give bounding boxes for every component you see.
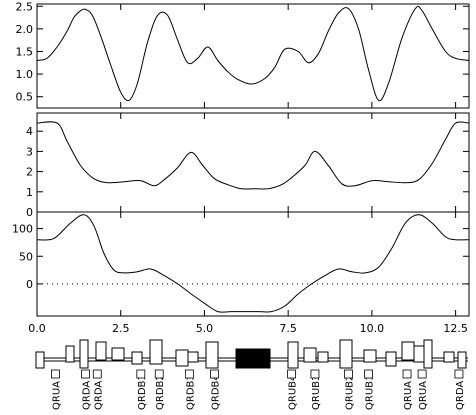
magnet-element (423, 339, 433, 369)
element-marker (92, 369, 102, 379)
element-marker (402, 369, 412, 379)
magnet-element (457, 351, 467, 369)
element-marker (154, 369, 164, 379)
lattice-element-label: QRUA (418, 381, 429, 410)
magnet-element (35, 351, 45, 369)
panel-frame (36, 211, 470, 317)
magnet-element (385, 351, 397, 367)
magnet-element (187, 351, 199, 363)
magnet-element (363, 349, 377, 363)
magnet-element (339, 339, 353, 369)
magnet-element (131, 351, 143, 365)
element-marker (454, 369, 464, 379)
magnet-element (401, 341, 415, 361)
y-tick-label: 4 (26, 125, 33, 138)
element-marker (184, 369, 194, 379)
x-tick-label: 5.0 (196, 322, 214, 335)
lattice-element-label: QRUB3 (311, 375, 322, 410)
lattice-element-label: QRDB1 (137, 374, 148, 410)
lattice-element-label: QRUA (403, 381, 414, 410)
y-tick-label: 2.0 (16, 23, 34, 36)
magnet-element (303, 347, 317, 363)
y-tick-label: 100 (12, 223, 33, 236)
magnet-element (287, 341, 299, 369)
magnet-element (111, 347, 125, 361)
magnet-element (95, 341, 107, 361)
element-marker (417, 369, 427, 379)
lattice-element-label: QRDA (455, 381, 466, 410)
y-tick-label: 0 (26, 206, 33, 219)
lattice-element-label: QRDB4 (211, 374, 222, 410)
y-tick-label: 1.5 (16, 45, 34, 58)
x-axis: 0.0 2.5 5.0 7.5 10.0 12.5 (28, 322, 468, 335)
lattice-element-label: QRDB2 (155, 374, 166, 410)
element-marker (51, 369, 60, 379)
magnet-element (175, 349, 189, 367)
x-tick-label: 2.5 (112, 322, 130, 335)
element-marker (81, 369, 90, 379)
magnet-element (413, 345, 425, 363)
lattice-element-label: QRDB3 (185, 374, 196, 410)
magnet-element (65, 345, 75, 363)
lattice-layout: QRUA QRDA QRDA QRDB1 QRDB2 QRDB3 QRDB4 QRUB4 QRU… (35, 339, 468, 410)
x-tick-label: 0.0 (28, 322, 46, 335)
element-marker (136, 369, 146, 379)
element-marker (364, 369, 373, 379)
y-tick-label: 1.0 (16, 68, 34, 81)
lattice-element-label: QRUB2 (344, 375, 355, 410)
panel-frame (36, 112, 470, 213)
center-element (235, 348, 271, 369)
element-marker (310, 369, 320, 379)
lattice-element-label: QRUB1 (365, 375, 376, 410)
x-tick-label: 7.5 (279, 322, 297, 335)
element-marker (344, 369, 353, 379)
top-panel: 0.5 1.0 1.5 2.0 2.5 (16, 0, 470, 109)
y-tick-label: 0 (26, 278, 33, 291)
magnet-element (79, 339, 89, 369)
y-tick-label: 2.5 (16, 0, 34, 13)
lattice-element-label: QRUA (51, 381, 62, 410)
lattice-element-label: QRUB4 (288, 375, 299, 410)
series-line (36, 5, 470, 102)
bottom-panel: 0 50 100 (12, 211, 470, 317)
panel-frame (36, 3, 470, 109)
series-line (36, 214, 470, 313)
y-tick-label: 2 (26, 166, 33, 179)
middle-panel: 0 1 2 3 4 (26, 112, 470, 219)
lattice-element-label: QRDA (93, 381, 104, 410)
element-marker (287, 369, 296, 379)
element-marker (210, 369, 219, 379)
series-line (36, 121, 470, 190)
magnet-element (317, 351, 329, 363)
y-tick-label: 1 (26, 186, 33, 199)
magnet-element (149, 339, 163, 365)
y-tick-label: 50 (19, 250, 33, 263)
x-tick-label: 10.0 (360, 322, 385, 335)
y-tick-label: 3 (26, 145, 33, 158)
x-tick-label: 12.5 (443, 322, 468, 335)
y-tick-label: 0.5 (16, 91, 34, 104)
magnet-element (205, 341, 219, 369)
lattice-element-label: QRDA (82, 381, 93, 410)
magnet-element (443, 351, 455, 363)
